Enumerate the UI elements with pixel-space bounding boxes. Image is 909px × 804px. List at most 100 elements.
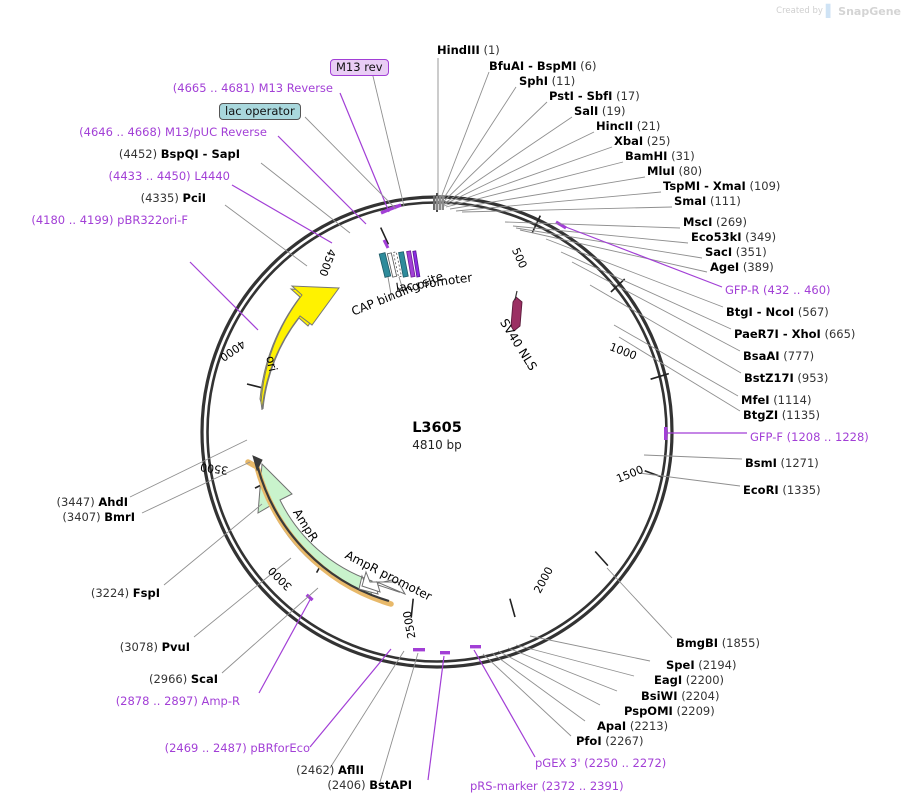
site-label-eco53ki[interactable]: Eco53kI (349) [691,231,776,244]
site-label-sphi[interactable]: SphI (11) [519,75,575,88]
site-position: (4452) [118,147,158,161]
site-label-apai[interactable]: ApaI (2213) [597,720,668,733]
primer-range: (4646 .. 4668) [79,125,162,139]
site-position: (2267) [605,734,644,748]
site-label-saci[interactable]: SacI (351) [705,246,767,259]
site-enzyme-name: BstAPI [369,778,412,792]
site-enzyme-name: PstI - SbfI [549,89,613,103]
site-label-psti-sbfi[interactable]: PstI - SbfI (17) [549,90,640,103]
site-label-bamhi[interactable]: BamHI (31) [625,150,695,163]
boxed-label-m13-rev[interactable]: M13 rev [330,59,389,76]
site-label-xbai[interactable]: XbaI (25) [614,135,670,148]
site-enzyme-name: SalI [574,104,599,118]
site-label-btgi-ncoi[interactable]: BtgI - NcoI (567) [726,306,829,319]
boxed-label-lac-operator[interactable]: lac operator [219,103,301,120]
primer-label-m13-reverse[interactable]: (4665 .. 4681) M13 Reverse [173,82,333,95]
feature-line-ampR-inner [245,455,394,607]
site-position: (4335) [140,191,179,205]
site-label-hincii[interactable]: HincII (21) [596,120,660,133]
site-position: (2194) [698,658,737,672]
site-label-spei[interactable]: SpeI (2194) [666,659,737,672]
site-label-ahdi[interactable]: (3447) AhdI [56,496,128,509]
site-label-sali[interactable]: SalI (19) [574,105,626,118]
site-position: (2209) [676,704,715,718]
site-label-bsmi[interactable]: BsmI (1271) [745,457,819,470]
site-enzyme-name: EagI [654,673,683,687]
site-label-scai[interactable]: (2966) ScaI [149,673,218,686]
site-enzyme-name: FspI [132,586,160,600]
site-label-aflii[interactable]: (2462) AflII [296,764,364,777]
site-position: (11) [551,74,576,88]
site-label-pvui[interactable]: (3078) PvuI [120,641,190,654]
site-label-pspomi[interactable]: PspOMI (2209) [624,705,715,718]
site-position: (6) [580,59,597,73]
site-enzyme-name: BsaAI [743,349,780,363]
site-enzyme-name: SphI [519,74,548,88]
site-position: (25) [646,134,671,148]
site-label-bstz17i[interactable]: BstZ17I (953) [744,372,828,385]
primer-name: pBRforEco [250,741,310,755]
site-label-btgzi[interactable]: BtgZI (1135) [743,409,820,422]
site-enzyme-name: BmrI [104,510,135,524]
site-enzyme-name: EcoRI [743,483,779,497]
plasmid-center-label: L3605 4810 bp [377,420,497,452]
site-position: (953) [797,371,829,385]
site-enzyme-name: XbaI [614,134,644,148]
site-position: (665) [824,327,856,341]
primer-label-gfp-r[interactable]: GFP-R (432 .. 460) [725,284,831,297]
feature-blocks-mcs [378,250,421,301]
site-enzyme-name: PvuI [161,640,190,654]
primer-label-pgex-3prime[interactable]: pGEX 3' (2250 .. 2272) [535,757,666,770]
primer-range: (2469 .. 2487) [164,741,247,755]
site-position: (1855) [721,636,760,650]
site-label-pcii[interactable]: (4335) PciI [141,192,206,205]
site-position: (2966) [148,672,188,686]
site-position: (269) [716,215,747,229]
site-label-bmgbi[interactable]: BmgBI (1855) [676,637,760,650]
primer-range: (4180 .. 4199) [31,213,114,227]
site-label-eagi[interactable]: EagI (2200) [654,674,724,687]
site-label-smai[interactable]: SmaI (111) [674,195,741,208]
primer-name: pRS-marker [470,779,538,793]
site-enzyme-name: BtgZI [743,408,779,422]
primer-label-pbrforeco[interactable]: (2469 .. 2487) pBRforEco [165,742,310,755]
primer-name: GFP-R [725,283,760,297]
site-label-pfoi[interactable]: PfoI (2267) [576,735,644,748]
site-label-ecori[interactable]: EcoRI (1335) [743,484,821,497]
leader-lines [129,58,747,783]
site-enzyme-name: BfuAI - BspMI [489,59,577,73]
site-enzyme-name: SpeI [666,658,695,672]
site-label-bsaai[interactable]: BsaAI (777) [743,350,814,363]
primer-range: (432 .. 460) [763,283,831,297]
primer-label-gfp-f[interactable]: GFP-F (1208 .. 1228) [750,431,869,444]
primer-label-amp-r[interactable]: (2878 .. 2897) Amp-R [116,695,240,708]
site-label-mfei[interactable]: MfeI (1114) [741,394,811,407]
site-label-mlui[interactable]: MluI (80) [647,165,702,178]
site-label-msci[interactable]: MscI (269) [683,216,747,229]
primer-label-l4440[interactable]: (4433 .. 4450) L4440 [109,170,230,183]
site-label-hindiii[interactable]: HindIII (1) [437,44,500,57]
site-enzyme-name: BmgBI [676,636,719,650]
site-label-bspqi-sapi[interactable]: (4452) BspQI - SapI [119,148,240,161]
site-label-tspmi-xmai[interactable]: TspMI - XmaI (109) [663,180,780,193]
primer-label-prs-marker[interactable]: pRS-marker (2372 .. 2391) [470,780,624,793]
site-label-bsiwi[interactable]: BsiWI (2204) [641,690,719,703]
site-label-paer7i-xhoi[interactable]: PaeR7I - XhoI (665) [734,328,855,341]
site-position: (17) [616,89,640,103]
site-position: (19) [601,104,626,118]
site-label-bmri[interactable]: (3407) BmrI [62,511,135,524]
watermark-prefix: Created by [776,6,823,16]
site-enzyme-name: SmaI [674,194,707,208]
primer-label-pbr322ori-f[interactable]: (4180 .. 4199) pBR322ori-F [31,214,188,227]
site-label-bfuai-bspmi[interactable]: BfuAI - BspMI (6) [489,60,596,73]
ring-feature-marks [305,196,668,655]
primer-label-m13-puc-reverse[interactable]: (4646 .. 4668) M13/pUC Reverse [79,126,267,139]
site-label-agei[interactable]: AgeI (389) [710,261,774,274]
site-position: (567) [797,305,829,319]
plasmid-name: L3605 [412,420,462,436]
site-label-bstapi[interactable]: (2406) BstAPI [327,779,412,792]
site-enzyme-name: BamHI [625,149,668,163]
site-position: (31) [671,149,695,163]
site-enzyme-name: MluI [647,164,675,178]
site-label-fspi[interactable]: (3224) FspI [91,587,160,600]
